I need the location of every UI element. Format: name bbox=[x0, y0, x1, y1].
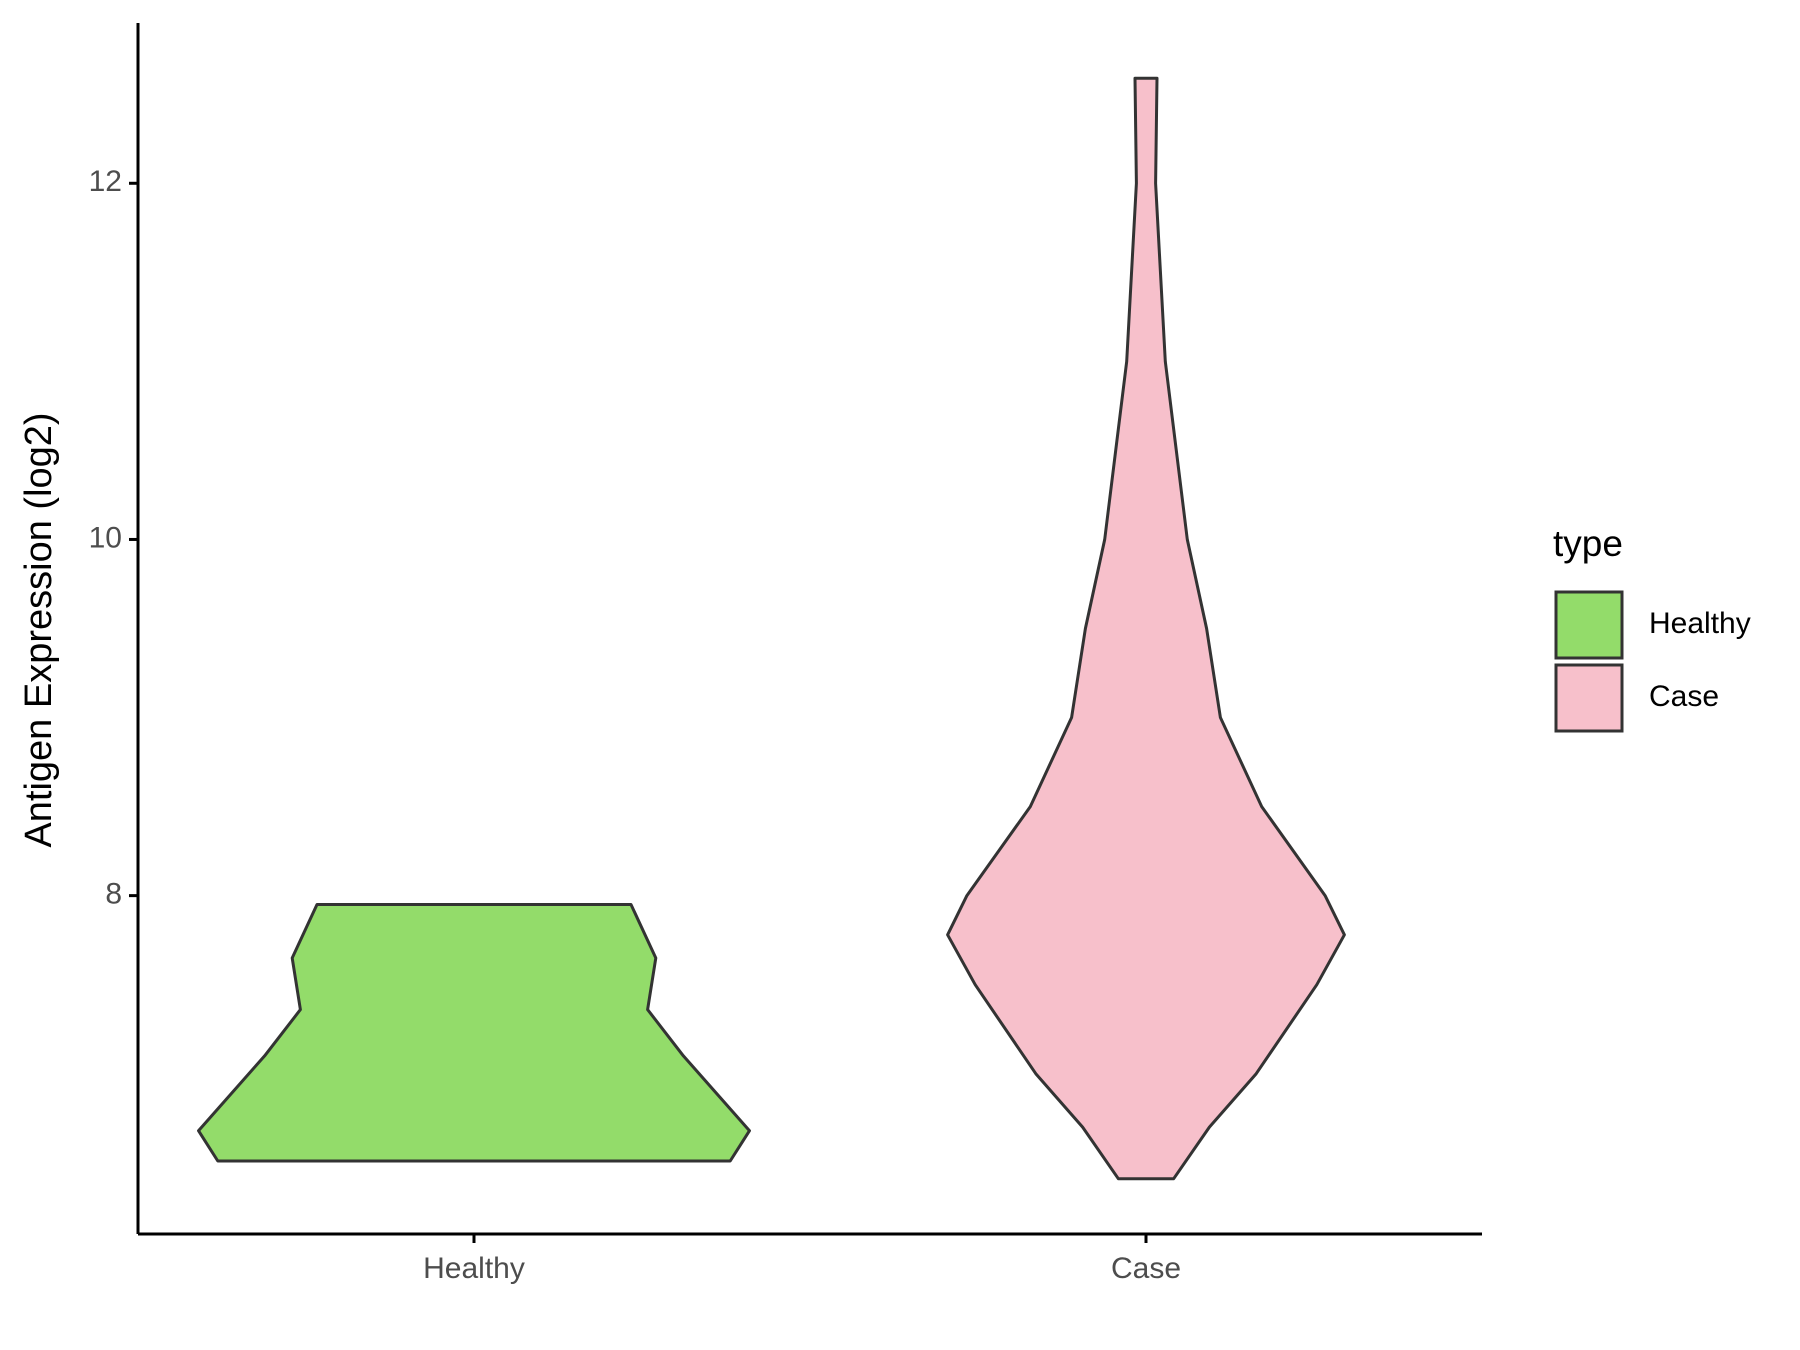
y-tick-label: 8 bbox=[105, 878, 122, 911]
y-tick-label: 12 bbox=[89, 165, 122, 198]
legend-key bbox=[1554, 590, 1624, 660]
legend-label: Healthy bbox=[1649, 607, 1751, 640]
x-tick-label: Healthy bbox=[423, 1252, 525, 1285]
violin bbox=[946, 76, 1346, 1181]
legend-title: type bbox=[1553, 523, 1623, 564]
violin bbox=[197, 903, 751, 1163]
x-tick-label: Case bbox=[1111, 1252, 1181, 1285]
y-axis-title: Antigen Expression (log2) bbox=[18, 412, 60, 847]
legend-key bbox=[1554, 663, 1624, 733]
legend-label: Case bbox=[1649, 680, 1719, 713]
y-tick-label: 10 bbox=[89, 521, 122, 554]
